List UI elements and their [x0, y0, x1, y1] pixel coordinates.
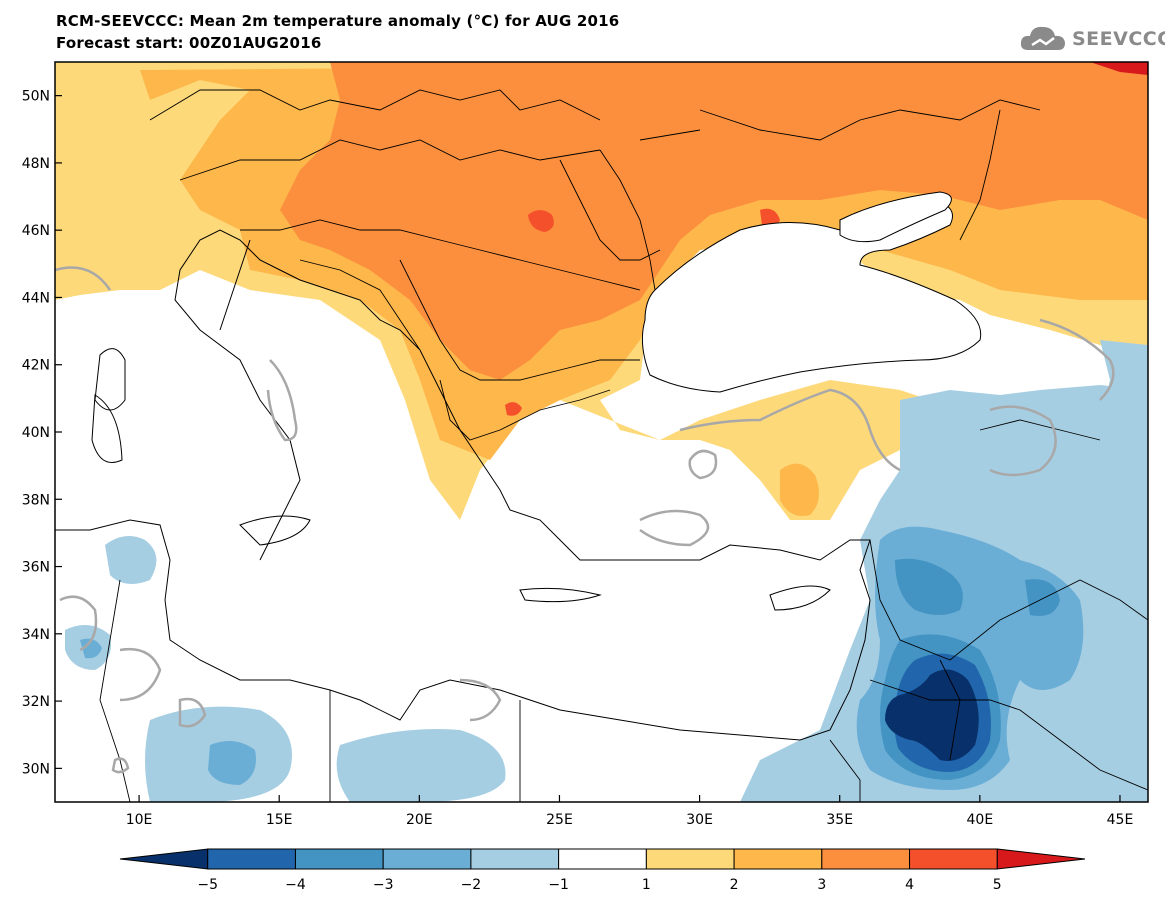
colorbar-segment — [733, 848, 823, 870]
colorbar-label: −4 — [285, 877, 306, 893]
colorbar-segment — [996, 848, 1086, 870]
lat-tick-label: 48N — [22, 156, 50, 172]
lat-tick-label: 50N — [22, 89, 50, 105]
lon-tick-label: 15E — [266, 812, 293, 828]
colorbar-label: −3 — [373, 877, 394, 893]
anomaly-neg1-neg2-tunisia — [105, 536, 157, 584]
anomaly-3-4 — [280, 62, 1148, 380]
colorbar-segment — [294, 848, 384, 870]
lat-tick-label: 46N — [22, 223, 50, 239]
lat-tick-label: 34N — [22, 627, 50, 643]
anomaly-neg2-neg3-libya — [208, 741, 256, 785]
anomaly-neg1-neg2-egypt — [336, 729, 506, 802]
lat-tick-label: 38N — [22, 492, 50, 508]
colorbar-segment — [558, 848, 647, 870]
colorbar-segment — [909, 848, 998, 870]
seevccc-logo: SEEVCCC — [1018, 22, 1165, 58]
map-area — [55, 62, 1148, 802]
colorbar-segment — [207, 848, 296, 870]
longitude-axis: 10E 15E 20E 25E 30E 35E 40E 45E — [126, 795, 1134, 828]
colorbar-segment — [382, 848, 472, 870]
zero-contours — [55, 266, 1115, 774]
anomaly-4-5-russia-ne — [1090, 62, 1148, 75]
lat-tick-label: 42N — [22, 358, 50, 374]
lat-tick-label: 40N — [22, 425, 50, 441]
lon-tick-label: 20E — [406, 812, 433, 828]
lat-tick-label: 44N — [22, 290, 50, 306]
anomaly-2-3-patch-turkey — [780, 463, 819, 516]
lon-tick-label: 25E — [546, 812, 573, 828]
map-title: RCM-SEEVCCC: Mean 2m temperature anomaly… — [56, 12, 620, 30]
lon-tick-label: 35E — [826, 812, 853, 828]
colorbar-label: 1 — [642, 877, 651, 893]
anomaly-4-5-crimea — [760, 208, 780, 227]
lon-tick-label: 45E — [1107, 812, 1134, 828]
colorbar-label: 5 — [993, 877, 1002, 893]
colorbar-label: −2 — [461, 877, 482, 893]
colorbar-segment — [119, 848, 209, 870]
colorbar-label: 4 — [905, 877, 914, 893]
colorbar-segment — [821, 848, 911, 870]
lon-tick-label: 30E — [686, 812, 713, 828]
country-borders — [99, 89, 1148, 802]
anomaly-4-5-romania — [528, 210, 554, 232]
colorbar-label: −5 — [197, 877, 218, 893]
warm-anomaly-field — [55, 62, 1148, 520]
lat-tick-label: 30N — [22, 761, 50, 777]
colorbar: −5 −4 −3 −2 −1 1 2 3 4 5 — [119, 848, 1086, 893]
lon-tick-label: 40E — [967, 812, 994, 828]
anomaly-4-5-greece — [505, 402, 522, 416]
sea-of-azov — [839, 191, 952, 243]
anomaly-neg2-neg3-algeria — [80, 638, 102, 659]
latitude-axis: 30N 32N 34N 36N 38N 40N 42N 44N 46N 48N 50N — [22, 89, 62, 777]
colorbar-label: 2 — [730, 877, 739, 893]
lon-tick-label: 10E — [126, 812, 153, 828]
lat-tick-label: 32N — [22, 694, 50, 710]
coastlines — [55, 229, 871, 741]
anomaly-neg1-neg2-iran — [1100, 340, 1148, 470]
colorbar-label: 3 — [817, 877, 826, 893]
colorbar-segment — [645, 848, 735, 870]
forecast-start-label: Forecast start: 00Z01AUG2016 — [56, 34, 322, 52]
colorbar-label: −1 — [548, 877, 569, 893]
cloud-icon — [1020, 26, 1065, 50]
logo-text: SEEVCCC — [1072, 28, 1165, 50]
lat-tick-label: 36N — [22, 560, 50, 576]
colorbar-segment — [470, 848, 560, 870]
